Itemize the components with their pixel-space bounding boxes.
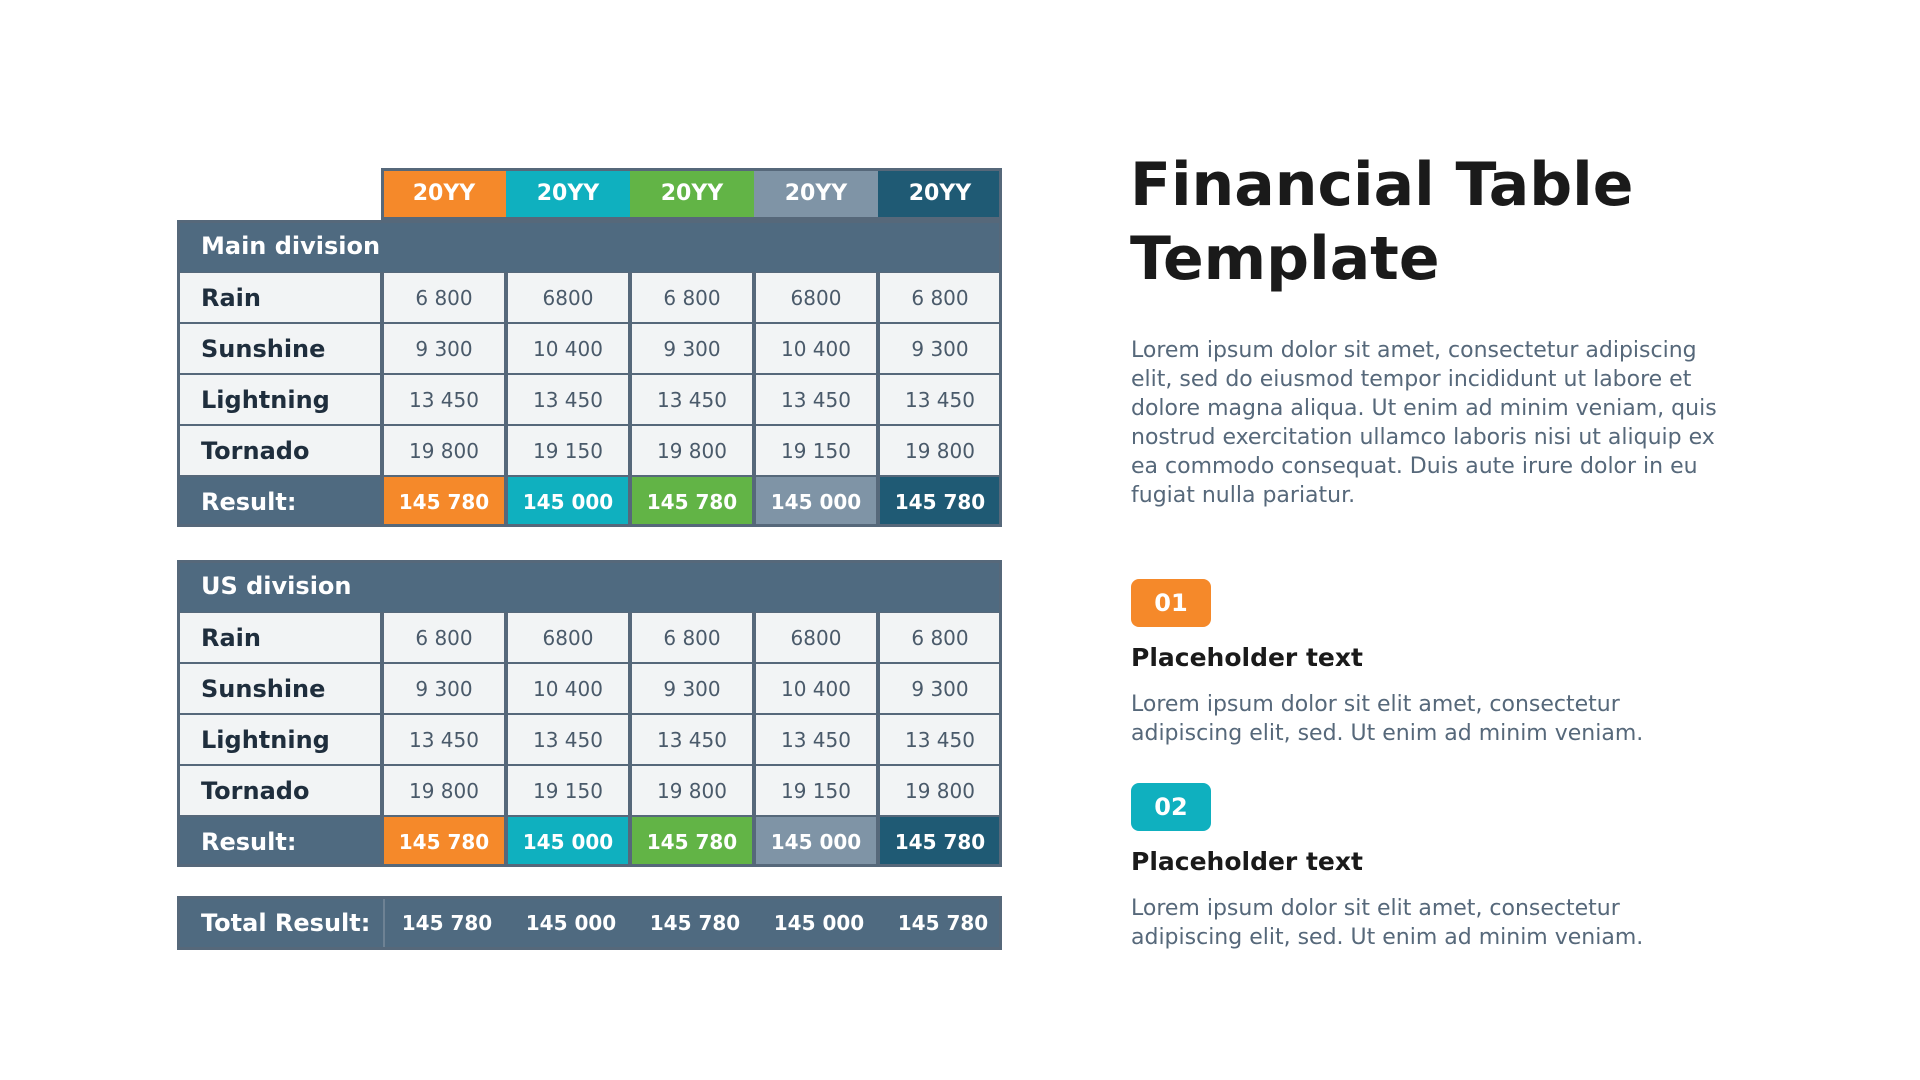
year-header-2: 20YY xyxy=(506,168,630,219)
row-label: Sunshine xyxy=(177,663,382,714)
result-value: 145 780 xyxy=(630,816,754,867)
page-title-line-1: Financial Table xyxy=(1130,150,1634,220)
table-cell: 19 800 xyxy=(878,425,1002,476)
result-value: 145 000 xyxy=(506,816,630,867)
table-cell: 13 450 xyxy=(878,714,1002,765)
result-value: 145 000 xyxy=(754,816,878,867)
table-cell: 13 450 xyxy=(382,374,506,425)
table-cell: 13 450 xyxy=(754,714,878,765)
point-badge-01: 01 xyxy=(1131,579,1211,627)
table-cell: 13 450 xyxy=(382,714,506,765)
table-cell: 19 150 xyxy=(754,425,878,476)
table-cell: 19 800 xyxy=(878,765,1002,816)
year-header-3: 20YY xyxy=(630,168,754,219)
result-value: 145 780 xyxy=(382,476,506,527)
result-value: 145 000 xyxy=(754,476,878,527)
table-cell: 10 400 xyxy=(506,663,630,714)
lead-paragraph: Lorem ipsum dolor sit amet, consectetur … xyxy=(1131,338,1717,508)
us-division-table: Rain 6 800 6800 6 800 6800 6 800 Sunshine 9 300… xyxy=(177,612,1002,867)
total-result-value: 145 000 xyxy=(773,911,865,935)
row-label: Rain xyxy=(177,612,382,663)
table-cell: 9 300 xyxy=(382,663,506,714)
point-badge-02: 02 xyxy=(1131,783,1211,831)
table-cell: 6800 xyxy=(506,612,630,663)
total-result-row: Total Result: 145 780 145 000 145 780 14… xyxy=(177,896,1002,950)
result-value: 145 780 xyxy=(878,816,1002,867)
main-division-table: Rain 6 800 6800 6 800 6800 6 800 Sunshine 9 300… xyxy=(177,272,1002,527)
table-cell: 6 800 xyxy=(878,272,1002,323)
table-cell: 19 800 xyxy=(630,425,754,476)
result-value: 145 780 xyxy=(878,476,1002,527)
table-cell: 19 150 xyxy=(506,425,630,476)
point-title-01: Placeholder text xyxy=(1131,643,1363,672)
total-result-value: 145 000 xyxy=(525,911,617,935)
table-cell: 13 450 xyxy=(630,374,754,425)
table-cell: 9 300 xyxy=(382,323,506,374)
table-cell: 13 450 xyxy=(878,374,1002,425)
table-cell: 10 400 xyxy=(754,323,878,374)
result-value: 145 780 xyxy=(382,816,506,867)
year-header-5: 20YY xyxy=(878,168,1002,219)
result-label: Result: xyxy=(177,476,382,527)
row-label: Sunshine xyxy=(177,323,382,374)
table-cell: 6 800 xyxy=(878,612,1002,663)
table-cell: 13 450 xyxy=(506,714,630,765)
result-value: 145 000 xyxy=(506,476,630,527)
table-cell: 19 800 xyxy=(382,765,506,816)
year-header-1: 20YY xyxy=(382,168,506,219)
point-text-01: Lorem ipsum dolor sit elit amet, consect… xyxy=(1131,692,1644,746)
row-label: Tornado xyxy=(177,765,382,816)
table-cell: 19 800 xyxy=(382,425,506,476)
table-cell: 9 300 xyxy=(630,323,754,374)
row-label: Lightning xyxy=(177,374,382,425)
point-text-02: Lorem ipsum dolor sit elit amet, consect… xyxy=(1131,896,1644,950)
year-header-4: 20YY xyxy=(754,168,878,219)
total-result-value: 145 780 xyxy=(897,911,989,935)
table-cell: 6800 xyxy=(754,272,878,323)
table-cell: 6 800 xyxy=(382,272,506,323)
table-cell: 10 400 xyxy=(506,323,630,374)
total-result-value: 145 780 xyxy=(401,911,493,935)
table-cell: 10 400 xyxy=(754,663,878,714)
table-cell: 9 300 xyxy=(878,663,1002,714)
row-label: Tornado xyxy=(177,425,382,476)
total-result-label: Total Result: xyxy=(180,899,385,947)
result-label: Result: xyxy=(177,816,382,867)
table-cell: 6 800 xyxy=(630,272,754,323)
table-cell: 6 800 xyxy=(630,612,754,663)
us-division-header: US division xyxy=(177,560,1002,612)
table-cell: 6800 xyxy=(754,612,878,663)
point-title-02: Placeholder text xyxy=(1131,847,1363,876)
page-title-line-2: Template xyxy=(1130,224,1440,294)
table-cell: 19 150 xyxy=(506,765,630,816)
table-cell: 13 450 xyxy=(630,714,754,765)
result-value: 145 780 xyxy=(630,476,754,527)
main-division-header: Main division xyxy=(177,220,1002,272)
page-title: Financial Table Template xyxy=(1130,148,1730,296)
table-cell: 6 800 xyxy=(382,612,506,663)
total-result-value: 145 780 xyxy=(649,911,741,935)
table-cell: 19 800 xyxy=(630,765,754,816)
table-cell: 6800 xyxy=(506,272,630,323)
table-cell: 13 450 xyxy=(754,374,878,425)
row-label: Rain xyxy=(177,272,382,323)
table-cell: 19 150 xyxy=(754,765,878,816)
table-cell: 9 300 xyxy=(630,663,754,714)
table-cell: 9 300 xyxy=(878,323,1002,374)
row-label: Lightning xyxy=(177,714,382,765)
table-cell: 13 450 xyxy=(506,374,630,425)
year-header-row: 20YY 20YY 20YY 20YY 20YY xyxy=(382,168,1002,219)
